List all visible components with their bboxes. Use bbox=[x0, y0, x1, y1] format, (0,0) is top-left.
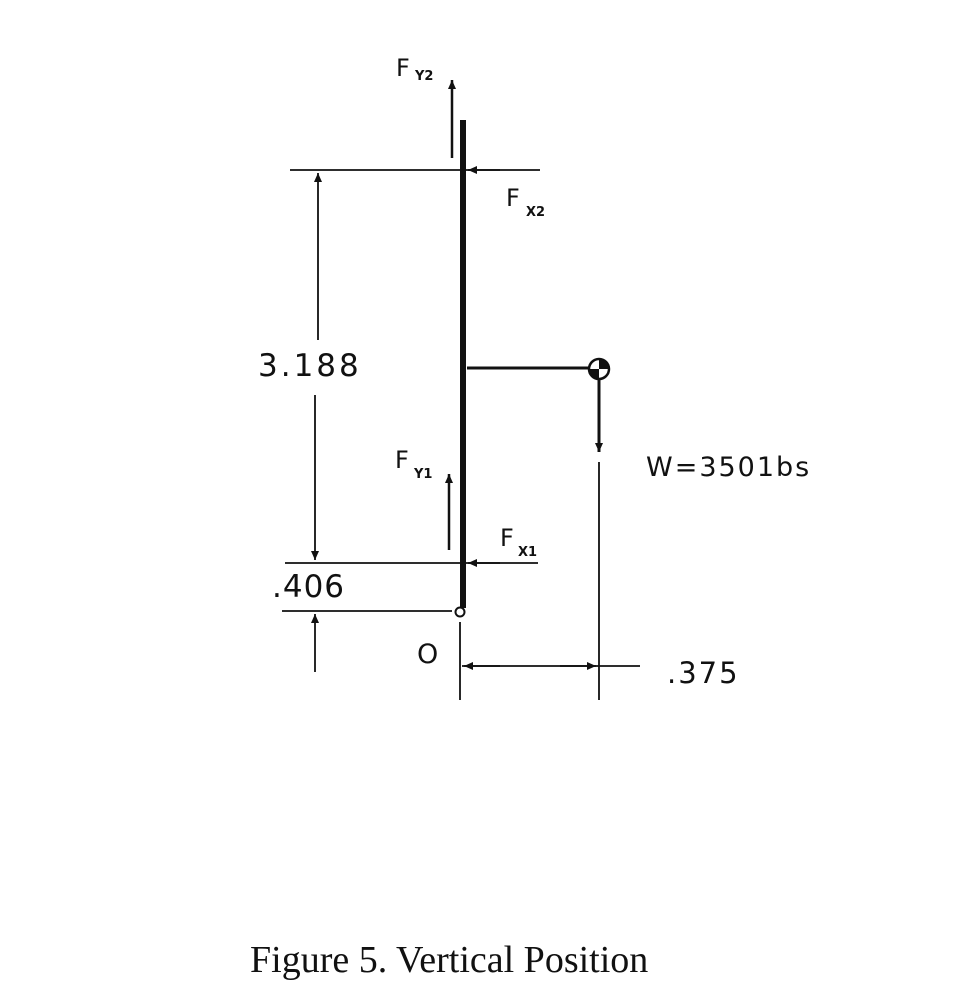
fy2-label: F bbox=[396, 54, 410, 82]
fy2-subscript: Y2 bbox=[414, 69, 433, 84]
dim-3188-label: 3.188 bbox=[258, 348, 362, 384]
fy1-subscript: Y1 bbox=[413, 467, 432, 482]
fx1-label: F bbox=[500, 524, 514, 552]
figure-caption: Figure 5. Vertical Position bbox=[250, 939, 648, 981]
fx2-label: F bbox=[506, 184, 520, 212]
fx2-subscript: X2 bbox=[526, 205, 545, 220]
fx1-subscript: X1 bbox=[518, 545, 537, 560]
center-of-gravity-symbol bbox=[587, 357, 611, 381]
origin-label: O bbox=[417, 639, 438, 670]
weight-label: W=3501bs bbox=[646, 452, 811, 483]
fy1-label: F bbox=[395, 446, 409, 474]
dim-375-label: .375 bbox=[667, 656, 740, 690]
dim-406-label: .406 bbox=[272, 569, 345, 605]
pivot-point bbox=[454, 606, 466, 618]
